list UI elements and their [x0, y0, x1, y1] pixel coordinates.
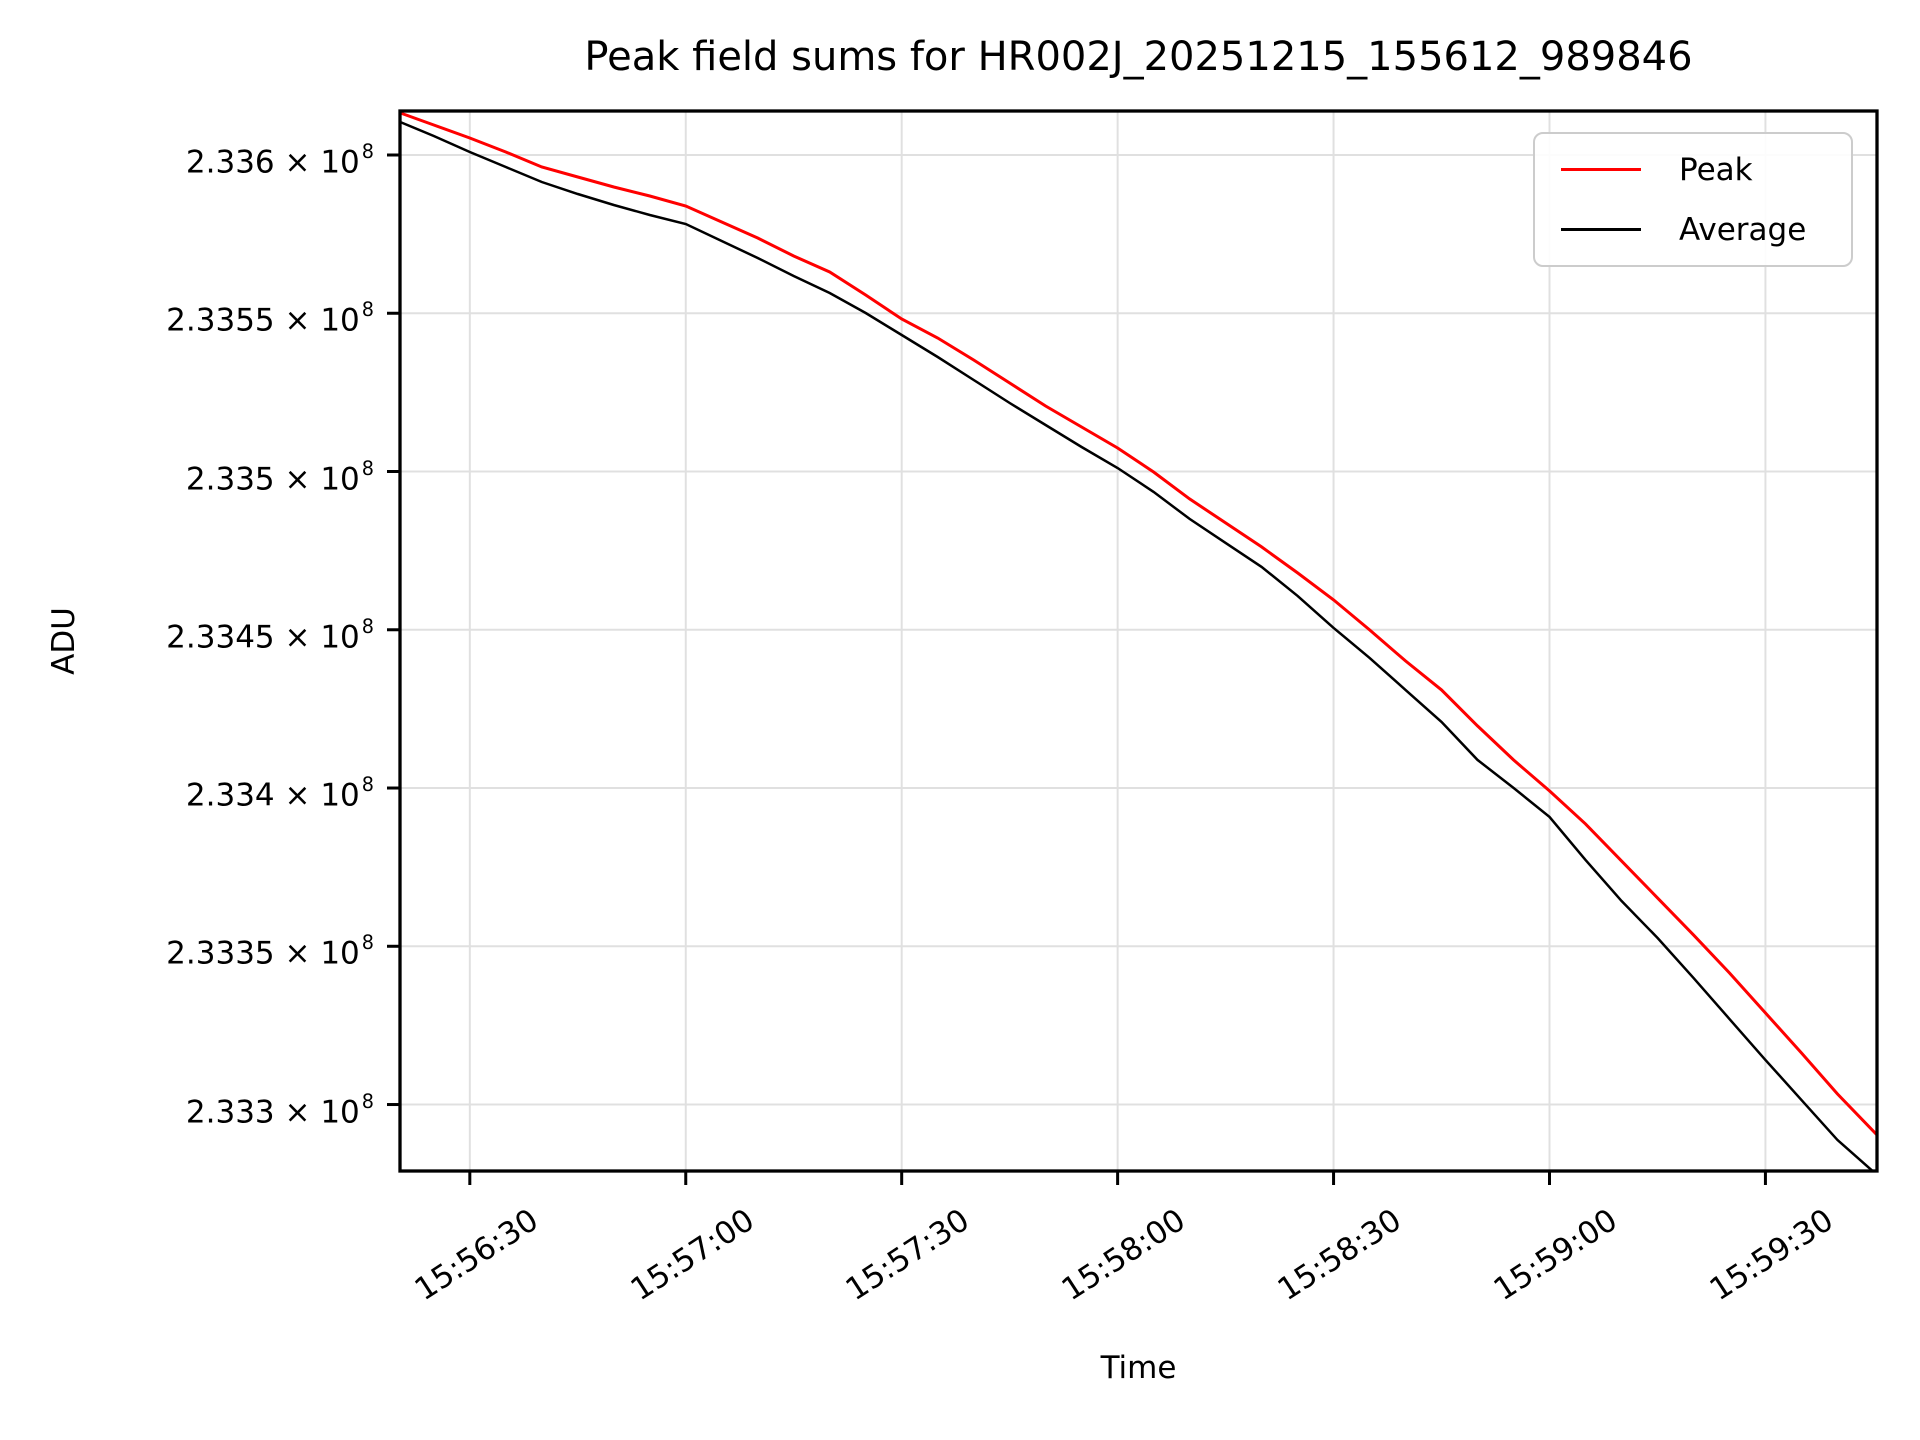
- legend-entry-average: Average: [1561, 211, 1825, 249]
- peak-series-line: [400, 111, 1877, 1136]
- y-tick-label: 2.336 × 10 8: [185, 140, 374, 181]
- y-tick-label: 2.333 × 10 8: [185, 1089, 374, 1130]
- average-series-line: [400, 120, 1875, 1171]
- average-line-swatch: [1561, 228, 1641, 231]
- legend-label-average: Average: [1679, 211, 1807, 248]
- peak-line-swatch: [1561, 168, 1641, 171]
- x-axis-label: Time: [1100, 1350, 1177, 1386]
- y-tick-label: 2.335 × 10 8: [185, 456, 374, 497]
- legend: Peak Average: [1533, 132, 1853, 267]
- axes-frame: [398, 109, 1879, 1173]
- legend-entry-peak: Peak: [1561, 151, 1825, 189]
- chart-title: Peak field sums for HR002J_20251215_1556…: [584, 34, 1693, 80]
- legend-label-peak: Peak: [1679, 151, 1753, 188]
- y-tick-label: 2.3345 × 10 8: [166, 614, 374, 656]
- y-tick-label: 2.3335 × 10 8: [166, 931, 374, 972]
- y-tick-label: 2.3355 × 10 8: [166, 298, 374, 339]
- y-tick-label: 2.334 × 10 8: [185, 773, 374, 814]
